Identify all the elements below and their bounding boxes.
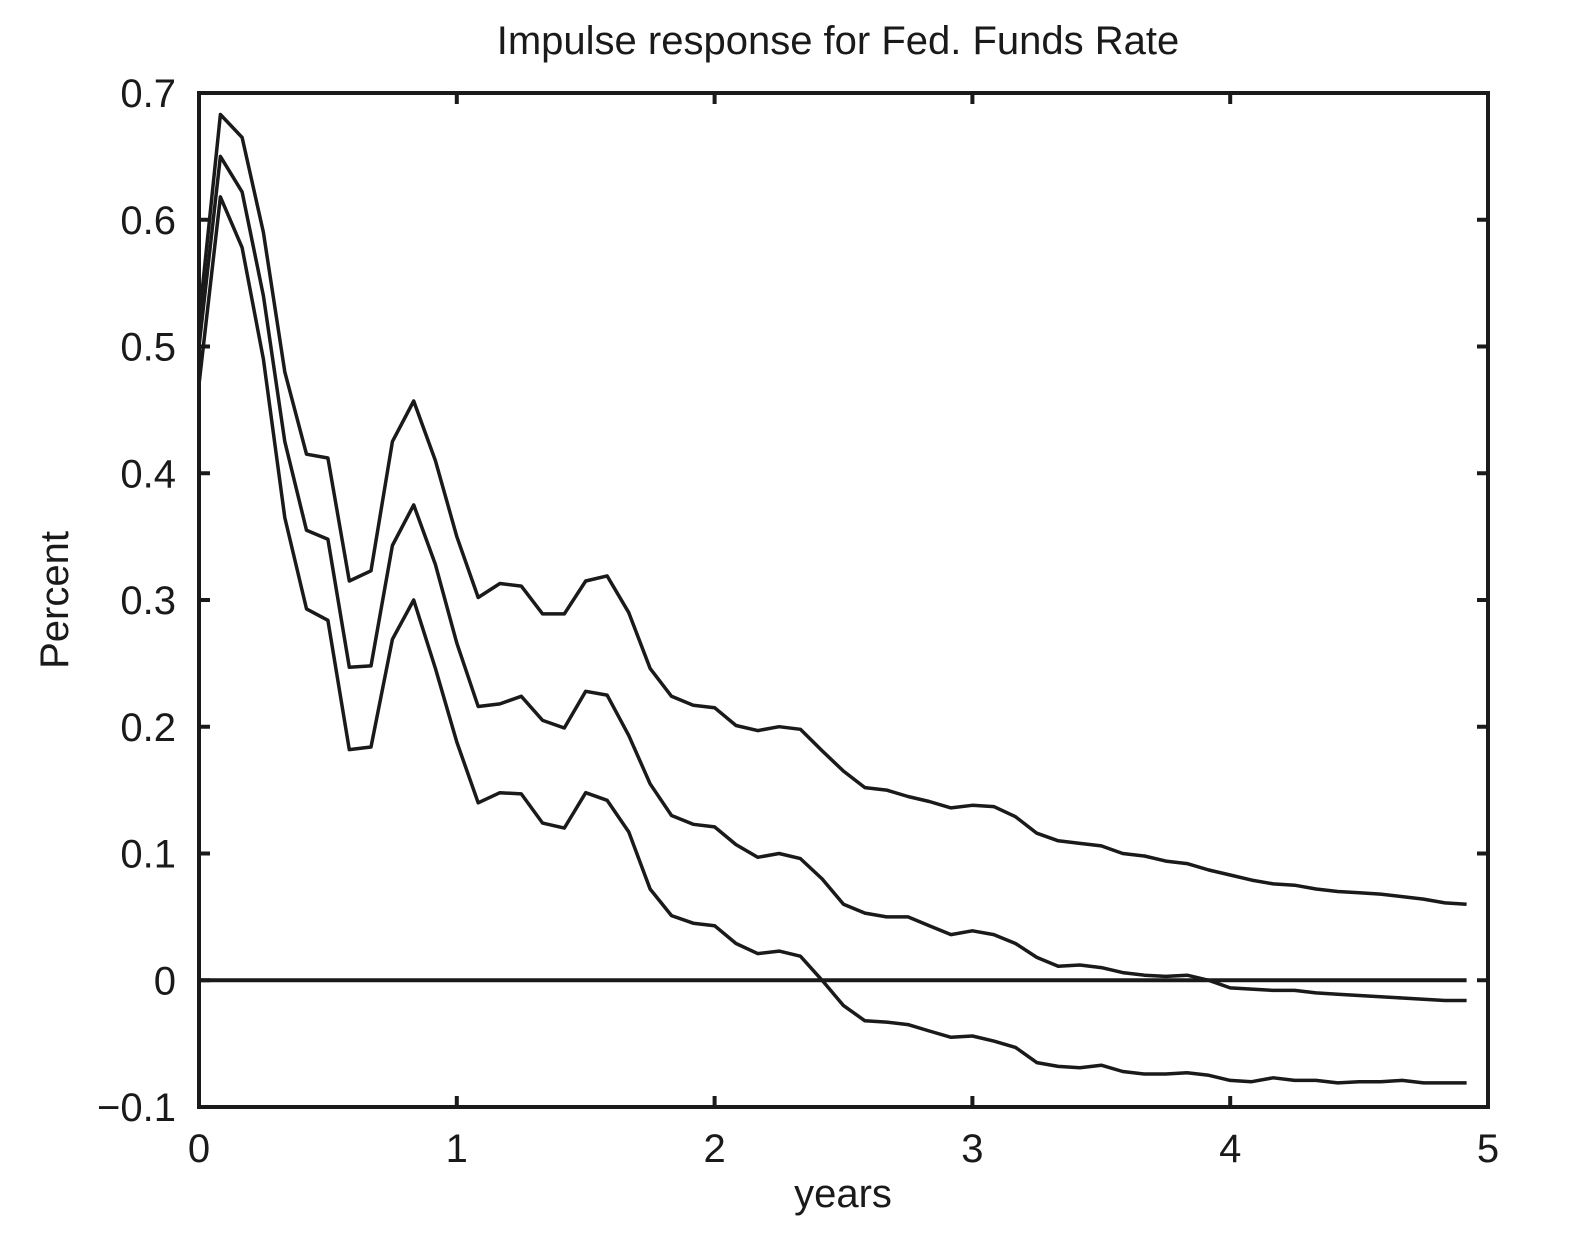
x-tick-label: 2 (703, 1127, 725, 1171)
lower-band-line (197, 195, 1467, 1085)
upper-band-line (197, 112, 1467, 906)
x-axis-label: years (794, 1172, 892, 1216)
y-tick-label: 0.5 (120, 326, 176, 370)
x-tick-label: 4 (1219, 1127, 1241, 1171)
y-tick-label: 0 (154, 959, 176, 1003)
y-tick-label: −0.1 (97, 1086, 176, 1130)
chart-title: Impulse response for Fed. Funds Rate (497, 19, 1180, 63)
x-tick-label: 5 (1477, 1127, 1499, 1171)
y-tick-label: 0.6 (120, 199, 176, 243)
series-layer (197, 112, 1467, 1085)
x-tick-label: 3 (961, 1127, 983, 1171)
x-tick-label: 1 (446, 1127, 468, 1171)
y-tick-label: 0.7 (120, 72, 176, 116)
y-axis-label: Percent (33, 531, 77, 669)
point-estimate-line (197, 154, 1467, 1003)
y-tick-label: 0.2 (120, 706, 176, 750)
x-tick-label: 0 (188, 1127, 210, 1171)
y-tick-label: 0.3 (120, 579, 176, 623)
y-tick-label: 0.1 (120, 833, 176, 877)
plot-frame (197, 91, 1490, 1109)
y-tick-label: 0.4 (120, 452, 176, 496)
axis-ticks: 0 1 2 3 4 5 −0.1 0 0.1 0.2 0.3 0.4 0.5 0.6 0.7 (97, 72, 1499, 1171)
